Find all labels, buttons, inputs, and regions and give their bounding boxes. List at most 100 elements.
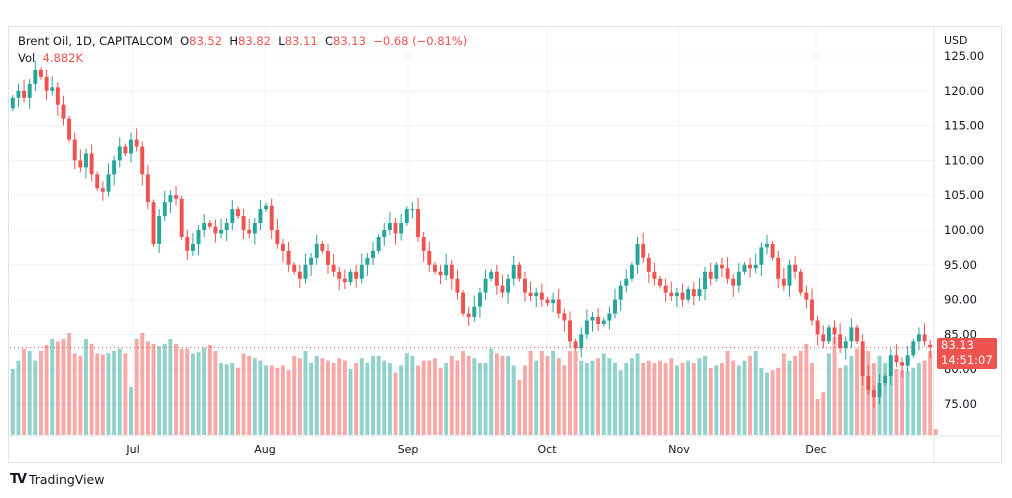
candle-body <box>590 317 595 321</box>
volume-bar <box>129 387 133 435</box>
volume-bar <box>134 339 139 435</box>
x-tick-label: Jul <box>125 443 139 456</box>
volume-bar <box>89 343 94 435</box>
volume-bar <box>247 355 252 435</box>
candle-body <box>100 188 105 192</box>
candle-body <box>230 209 235 224</box>
volume-bar <box>849 355 854 435</box>
candle-body <box>511 264 516 279</box>
volume-bar <box>314 355 319 435</box>
volume-bar <box>477 363 482 435</box>
volume-bar <box>613 363 617 435</box>
candle-body <box>748 264 753 269</box>
candle-body <box>252 223 257 234</box>
volume-bar <box>145 341 150 435</box>
candle-body <box>348 271 353 283</box>
candle-body <box>326 250 330 265</box>
candle-body <box>787 264 792 286</box>
volume-bar <box>776 367 781 435</box>
volume-bar <box>703 355 708 435</box>
volume-bar <box>539 351 544 435</box>
candle-body <box>399 223 404 234</box>
candle-body <box>27 83 32 98</box>
volume-bar <box>269 365 274 435</box>
volume-bar <box>590 360 595 435</box>
candle-body <box>821 334 826 342</box>
volume-bar <box>382 360 387 435</box>
candle-body <box>84 153 88 168</box>
volume-bar <box>331 363 336 435</box>
candle-body <box>916 334 921 342</box>
volume-bar <box>219 363 224 435</box>
candle-body <box>190 243 195 251</box>
y-tick-label: 110.00 <box>944 153 984 167</box>
volume-bar <box>38 351 43 435</box>
volume-bar <box>753 351 758 435</box>
volume-bar <box>765 372 769 435</box>
change-value: −0.68 (−0.81%) <box>373 34 468 48</box>
volume-bar <box>264 365 269 435</box>
candle-body <box>320 243 325 251</box>
candle-body <box>461 292 466 314</box>
volume-bar <box>618 370 623 435</box>
candle-body <box>494 271 499 286</box>
x-tick-label: Dec <box>805 443 826 456</box>
candle-body <box>663 285 668 293</box>
volume-bar <box>736 365 741 435</box>
candle-body <box>866 376 871 391</box>
y-tick-label: 95.00 <box>944 258 977 272</box>
candle-body <box>55 87 60 105</box>
candle-body <box>286 250 291 265</box>
candle-body <box>539 292 544 300</box>
volume-bar <box>922 360 927 435</box>
candle-body <box>613 299 617 314</box>
volume-bar <box>663 363 668 435</box>
volume-bar <box>241 353 246 435</box>
close-value: 83.13 <box>333 34 366 48</box>
volume-bar <box>568 351 572 435</box>
candle-body <box>528 292 533 297</box>
volume-bar <box>196 352 201 435</box>
volume-bar <box>697 358 702 435</box>
candle-body <box>168 195 173 203</box>
volume-bar <box>95 353 100 435</box>
volume-bar <box>933 429 938 435</box>
candle-body <box>292 264 297 272</box>
volume-bar <box>658 360 663 435</box>
volume-bar <box>387 363 392 435</box>
volume-bar <box>686 360 691 435</box>
candle-body <box>641 243 646 258</box>
volume-bar <box>472 358 477 435</box>
volume-bar <box>213 351 218 435</box>
candle-body <box>235 209 240 217</box>
volume-bar <box>635 353 640 435</box>
candle-body <box>483 278 488 293</box>
volume-bar <box>556 358 561 435</box>
volume-bar <box>601 353 606 435</box>
volume-bar <box>376 355 381 435</box>
candle-body <box>714 264 719 279</box>
candle-body <box>731 278 736 286</box>
candle-body <box>753 264 758 269</box>
volume-bar <box>354 363 359 435</box>
candle-body <box>635 243 640 265</box>
candle-body <box>331 264 336 272</box>
high-value: 83.82 <box>238 34 271 48</box>
candle-body <box>387 223 392 230</box>
candle-body <box>342 278 347 283</box>
volume-bar <box>151 343 156 435</box>
candle-body <box>928 344 933 348</box>
volume-bar <box>292 355 297 435</box>
volume-bar <box>522 365 527 435</box>
volume-bar <box>562 365 567 435</box>
candle-body <box>618 285 623 300</box>
candle-body <box>911 341 916 356</box>
volume-value: 4.882K <box>42 51 83 65</box>
candle-body <box>213 226 218 234</box>
candle-body <box>303 264 308 279</box>
volume-bar <box>804 343 809 435</box>
volume-bar <box>725 351 730 435</box>
footer[interactable]: 𝗧𝗩 TradingView <box>10 472 104 487</box>
candle-body <box>432 264 437 272</box>
